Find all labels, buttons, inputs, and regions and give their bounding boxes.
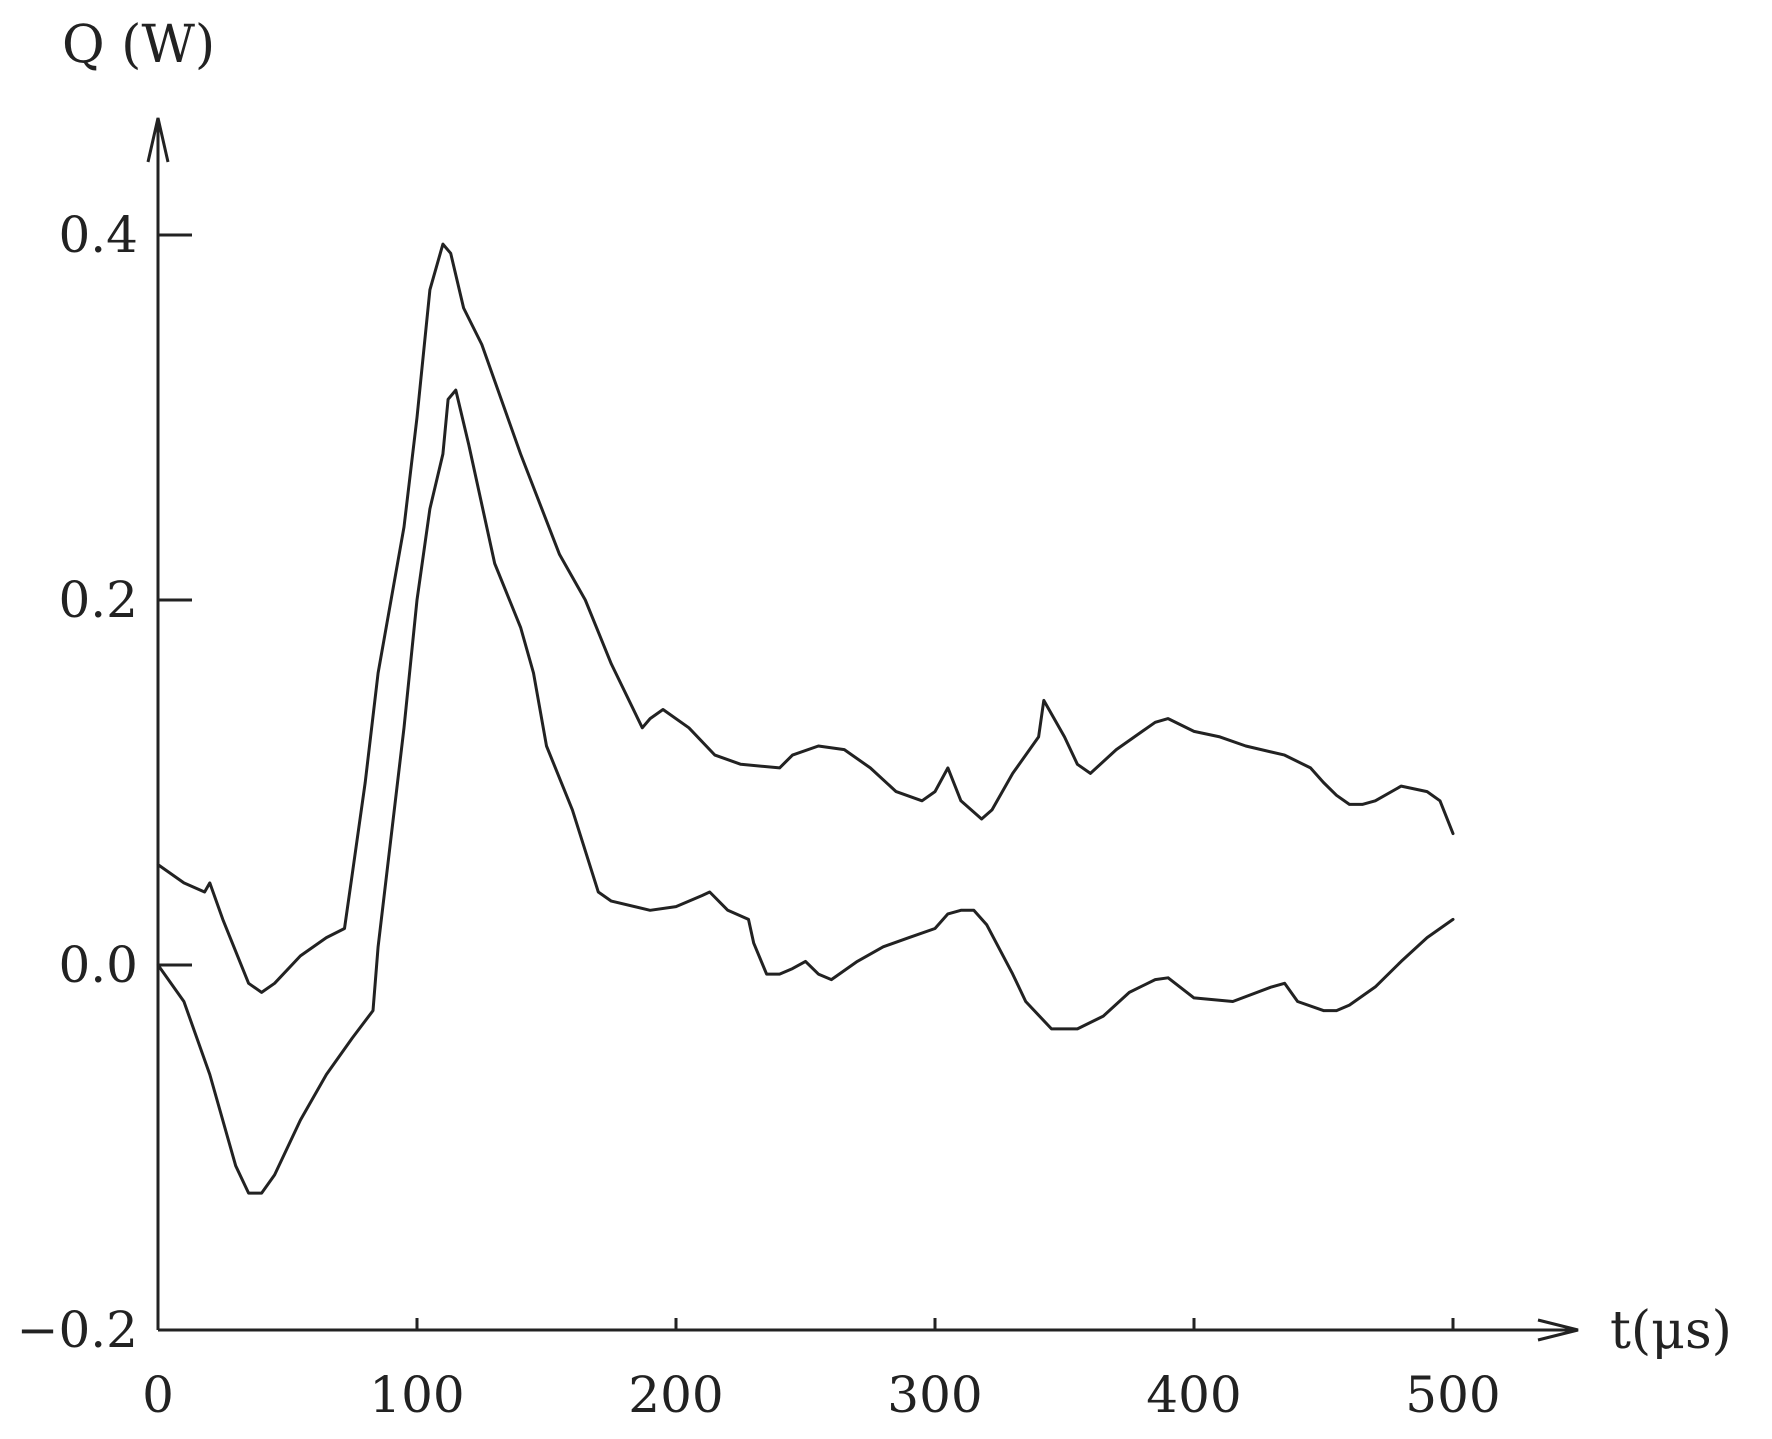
y-axis-label: Q (W) (62, 15, 215, 75)
x-tick-label: 0 (142, 1366, 174, 1424)
x-tick-label: 300 (887, 1366, 982, 1424)
x-axis-arrowhead (1537, 1318, 1579, 1342)
y-tick-label: 0.2 (58, 571, 138, 629)
x-ticks: 0 100 200 300 400 500 (142, 1318, 1501, 1424)
y-ticks: −0.2 0.0 0.2 0.4 (17, 206, 192, 1359)
y-axis-arrowhead (146, 117, 170, 163)
y-tick-label: −0.2 (17, 1301, 138, 1359)
x-tick-label: 100 (369, 1366, 464, 1424)
x-axis (158, 1318, 1579, 1342)
x-tick-label: 400 (1146, 1366, 1241, 1424)
series-line-1 (156, 242, 1455, 994)
y-axis (146, 117, 170, 1330)
series-line-2 (156, 388, 1455, 1195)
y-tick-label: 0.4 (58, 206, 138, 264)
x-tick-label: 200 (628, 1366, 723, 1424)
series-group (156, 242, 1455, 1195)
x-tick-label: 500 (1405, 1366, 1500, 1424)
x-axis-label: t(μs) (1610, 1301, 1732, 1361)
y-tick-label: 0.0 (58, 936, 138, 994)
